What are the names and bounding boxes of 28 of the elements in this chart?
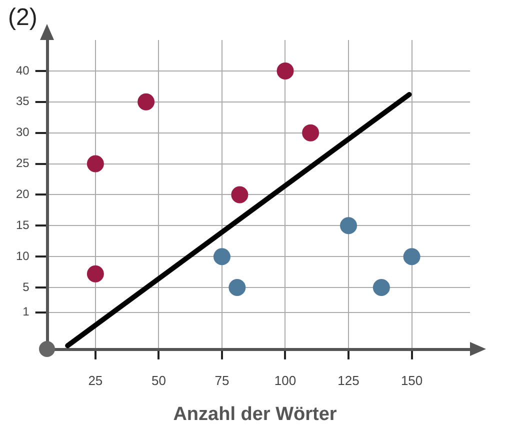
- point: [231, 186, 248, 204]
- y-tick-label: 10: [16, 248, 30, 263]
- x-axis-title: Anzahl der Wörter: [172, 404, 338, 426]
- point: [86, 155, 104, 172]
- point: [213, 248, 230, 266]
- point: [228, 279, 246, 296]
- x-tick-label: 25: [88, 372, 103, 388]
- chart-title: (2): [8, 4, 38, 32]
- y-tick-label: 5: [22, 280, 30, 294]
- point: [302, 124, 320, 142]
- point: [138, 93, 155, 110]
- y-tick-label: 25: [16, 156, 30, 170]
- point: [340, 217, 358, 234]
- point: [372, 279, 390, 296]
- x-tick-label: 100: [274, 372, 296, 388]
- y-tick-label: 1: [22, 304, 30, 319]
- y-tick-label: 30: [16, 125, 30, 140]
- x-tick-label: 150: [400, 372, 423, 388]
- x-tick-label: 75: [214, 372, 230, 388]
- point: [86, 265, 104, 282]
- x-tick-label: 50: [151, 372, 166, 388]
- point: [276, 62, 294, 80]
- point: [403, 248, 420, 266]
- y-tick-label: 20: [16, 187, 30, 202]
- y-tick-label: 15: [16, 218, 30, 232]
- y-tick-label: 40: [16, 63, 30, 78]
- x-tick-label: 125: [338, 372, 360, 388]
- y-tick-label: 35: [16, 94, 30, 108]
